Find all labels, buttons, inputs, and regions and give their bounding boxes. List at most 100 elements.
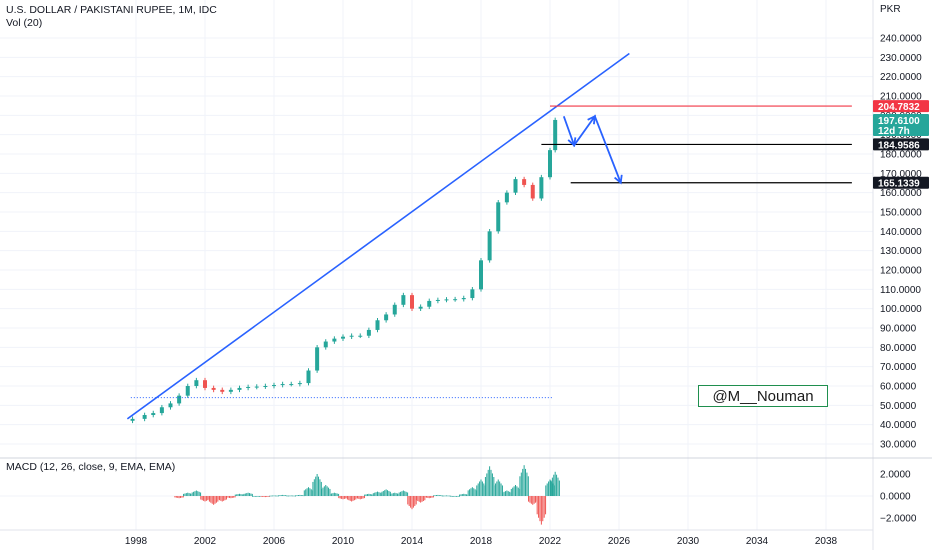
price-tick-label: 170.0000 (880, 169, 922, 180)
candle-body (530, 184, 535, 199)
macd-bar (251, 493, 253, 496)
macd-bar (283, 495, 285, 496)
macd-histogram (0, 465, 873, 525)
macd-bar (434, 495, 436, 496)
macd-bar (497, 479, 499, 496)
macd-bar (266, 496, 268, 497)
macd-bar (546, 483, 548, 496)
macd-bar (549, 479, 551, 496)
macd-bar (404, 491, 406, 496)
macd-bar (375, 492, 377, 496)
candle-body (453, 299, 458, 301)
macd-bar (315, 476, 317, 496)
macd-bar (415, 496, 417, 501)
macd-bar (299, 494, 301, 496)
macd-bar (260, 496, 262, 497)
macd-label[interactable]: MACD (12, 26, close, 9, EMA, EMA) (6, 461, 176, 473)
macd-bar (407, 496, 409, 505)
price-tick-label: 160.0000 (880, 188, 922, 199)
macd-axis[interactable]: 2.0000 0.0000 −2.0000 (880, 470, 917, 525)
candle-body (254, 386, 259, 388)
macd-bar (250, 493, 252, 496)
macd-bar (384, 490, 386, 496)
macd-bar (443, 495, 445, 497)
macd-bar (224, 496, 226, 501)
macd-bar (241, 494, 243, 496)
macd-tick-label: 2.0000 (880, 470, 911, 481)
macd-bar (244, 493, 246, 496)
macd-bar (338, 496, 340, 499)
macd-bar (325, 485, 327, 496)
candle-body (479, 260, 483, 290)
macd-bar (346, 496, 348, 500)
macd-bar (208, 496, 210, 502)
macd-bar (515, 485, 516, 496)
macd-bar (501, 485, 503, 496)
macd-bar (321, 488, 323, 496)
macd-bar (558, 480, 560, 496)
macd-bar (318, 476, 320, 496)
macd-bar (543, 496, 545, 518)
macd-bar (188, 493, 190, 496)
macd-bar (231, 496, 233, 498)
time-tick-label: 2038 (815, 536, 838, 547)
macd-bar (474, 489, 476, 496)
macd-bar (290, 495, 292, 497)
time-axis[interactable]: 1998 2002 2006 2010 2014 2018 2022 2026 2030 2034… (125, 536, 838, 547)
macd-bar (529, 496, 531, 503)
macd-bar (387, 490, 389, 496)
macd-bar (194, 491, 196, 496)
drawing-tools[interactable] (126, 52, 852, 420)
macd-bar (506, 490, 508, 496)
macd-bar (292, 495, 294, 497)
macd-bar (422, 496, 424, 502)
macd-bar (193, 491, 195, 496)
macd-bar (247, 492, 249, 496)
macd-bar (353, 496, 355, 501)
macd-bar (424, 496, 426, 498)
macd-bar (510, 488, 512, 496)
macd-bar (366, 494, 368, 496)
macd-bar (516, 486, 518, 496)
macd-bar (183, 493, 185, 496)
macd-bar (302, 495, 304, 496)
macd-bar (205, 496, 207, 501)
candle-body (315, 347, 320, 371)
macd-bar (459, 494, 461, 496)
candle-body (237, 387, 242, 390)
volume-label[interactable]: Vol (20) (6, 17, 43, 29)
macd-bar (394, 492, 396, 496)
macd-bar (351, 496, 353, 502)
candle-body (504, 192, 509, 203)
price-tick-label: 210.0000 (880, 92, 922, 103)
macd-bar (211, 496, 213, 504)
macd-bar (184, 493, 186, 496)
macd-bar (239, 493, 240, 496)
macd-bar (293, 495, 295, 497)
macd-bar (309, 488, 311, 496)
time-tick-label: 1998 (125, 536, 148, 547)
resistance-badge-bg (873, 100, 929, 113)
macd-bar (536, 496, 538, 515)
macd-bar (191, 492, 193, 496)
macd-bar (440, 495, 442, 496)
macd-bar (527, 476, 529, 496)
macd-bar (316, 474, 318, 496)
price-tick-label: 230.0000 (880, 53, 922, 64)
macd-bar (253, 496, 255, 497)
macd-bar (466, 494, 468, 496)
macd-bar (427, 496, 429, 498)
macd-bar (401, 491, 403, 496)
symbol-title[interactable]: U.S. DOLLAR / PAKISTANI RUPEE, 1M, IDC (6, 4, 217, 16)
macd-bar (493, 485, 495, 496)
macd-bar (395, 493, 397, 496)
macd-bar (363, 496, 365, 499)
macd-bar (273, 495, 275, 497)
macd-bar (349, 496, 351, 501)
macd-bar (356, 496, 358, 499)
macd-bar (428, 496, 430, 499)
macd-bar (378, 492, 380, 496)
macd-bar (358, 496, 360, 499)
macd-bar (228, 496, 230, 498)
